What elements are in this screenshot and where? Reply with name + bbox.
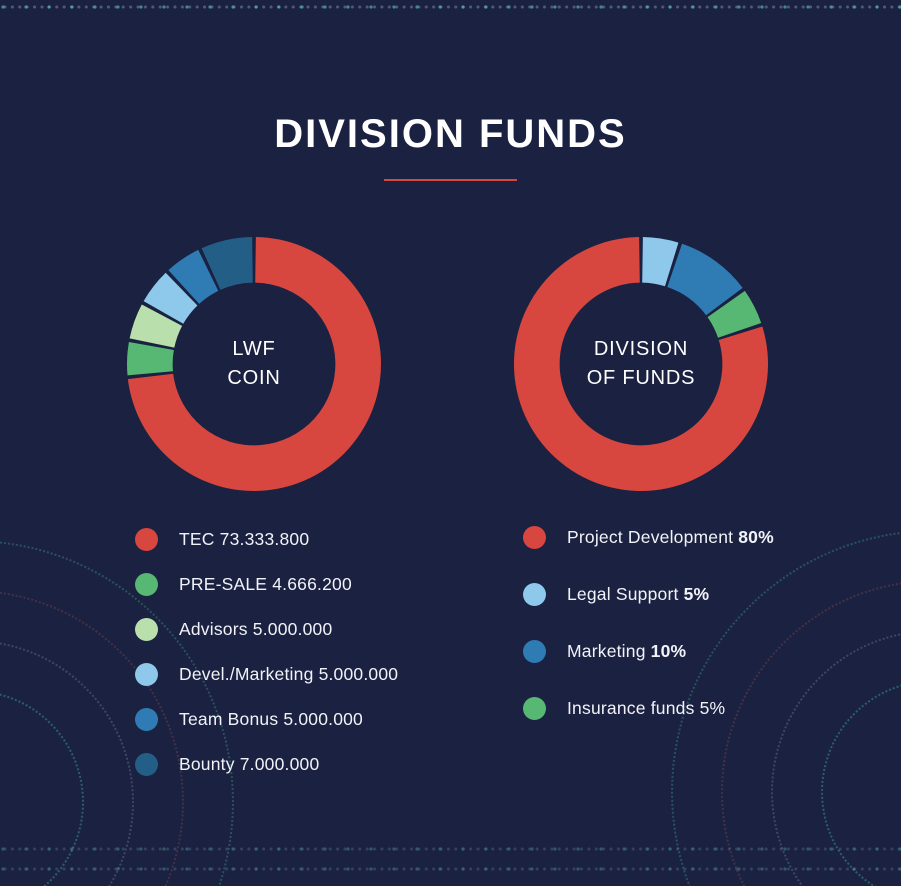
legend-label: Insurance funds 5% (567, 698, 726, 718)
legend-label: TEC 73.333.800 (179, 529, 310, 549)
legend-swatch (523, 640, 546, 663)
legend-lwf-coin: TEC 73.333.800 PRE-SALE 4.666.200 Adviso… (135, 528, 398, 776)
top-dotted-line-decoration (0, 4, 901, 10)
legend-label: PRE-SALE 4.666.200 (179, 574, 352, 594)
donut-segment-devel-marketing (143, 272, 198, 324)
chart-center-label-lwf-coin: LWF COIN (125, 235, 383, 493)
legend-item-bounty: Bounty 7.000.000 (135, 753, 398, 776)
bottom-dotted-line-decoration (0, 846, 901, 852)
legend-swatch (135, 528, 158, 551)
title-underline (384, 179, 517, 181)
legend-item-tec: TEC 73.333.800 (135, 528, 398, 551)
legend-swatch (135, 753, 158, 776)
legend-label: Team Bonus 5.000.000 (179, 709, 363, 729)
legend-label: Project Development 80% (567, 527, 774, 547)
legend-item-team-bonus: Team Bonus 5.000.000 (135, 708, 398, 731)
donut-chart-division-of-funds: DIVISION OF FUNDS (512, 235, 770, 493)
legend-swatch (135, 708, 158, 731)
center-label-line: OF FUNDS (586, 367, 696, 389)
legend-division-of-funds: Project Development 80% Legal Support 5% M… (523, 526, 774, 720)
center-label-line: DIVISION (593, 338, 689, 360)
donut-segment-advisors (129, 304, 183, 348)
legend-item-advisors: Advisors 5.000.000 (135, 618, 398, 641)
donut-rings-division-of-funds (513, 236, 769, 492)
donut-segment-project-development (513, 236, 769, 492)
page-title: DIVISION FUNDS (274, 112, 627, 156)
donut-segment-legal-support (642, 236, 679, 287)
donut-chart-lwf-coin: LWF COIN (125, 235, 383, 493)
legend-label: Devel./Marketing 5.000.000 (179, 664, 399, 684)
legend-item-project-development: Project Development 80% (523, 526, 774, 549)
legend-label: Advisors 5.000.000 (179, 619, 333, 639)
legend-swatch (523, 697, 546, 720)
legend-swatch (523, 526, 546, 549)
donut-segment-pre-sale (126, 342, 174, 376)
legend-item-insurance-funds: Insurance funds 5% (523, 697, 774, 720)
chart-center-label-division-of-funds: DIVISION OF FUNDS (512, 235, 770, 493)
legend-swatch (135, 573, 158, 596)
donut-segment-marketing (667, 243, 743, 316)
legend-label: Legal Support 5% (567, 584, 710, 604)
legend-swatch (135, 663, 158, 686)
legend-label: Bounty 7.000.000 (179, 754, 320, 774)
center-label-line: LWF (232, 338, 276, 360)
legend-swatch (523, 583, 546, 606)
donut-segment-bounty (201, 236, 253, 290)
legend-item-marketing: Marketing 10% (523, 640, 774, 663)
donut-rings-lwf-coin (126, 236, 382, 492)
legend-item-pre-sale: PRE-SALE 4.666.200 (135, 573, 398, 596)
legend-item-devel-marketing: Devel./Marketing 5.000.000 (135, 663, 398, 686)
legend-swatch (135, 618, 158, 641)
bottom-dotted-line-decoration (0, 866, 901, 872)
legend-item-legal-support: Legal Support 5% (523, 583, 774, 606)
legend-label: Marketing 10% (567, 641, 687, 661)
donut-segment-tec (127, 236, 382, 492)
center-label-line: COIN (227, 367, 281, 389)
donut-segment-team-bonus (168, 249, 219, 304)
donut-segment-insurance-funds (707, 290, 762, 338)
